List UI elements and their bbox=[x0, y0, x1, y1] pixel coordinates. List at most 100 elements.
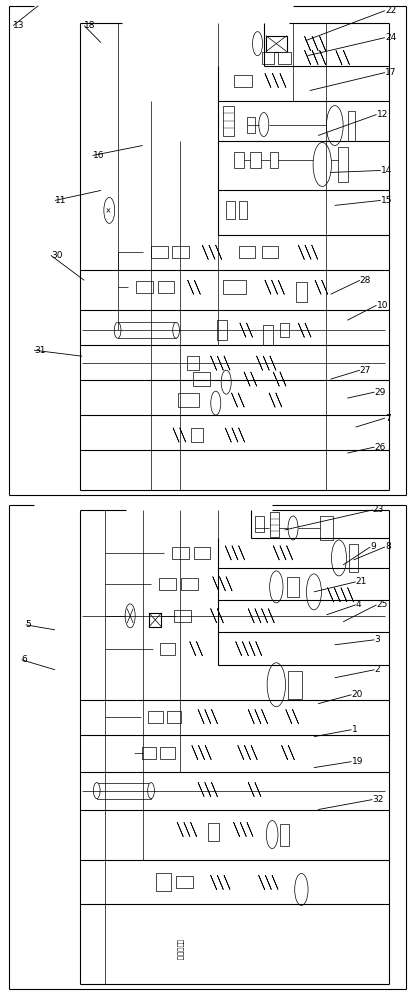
Bar bbox=[156, 873, 171, 891]
Text: 2: 2 bbox=[375, 665, 380, 674]
Text: 17: 17 bbox=[385, 68, 396, 77]
Circle shape bbox=[267, 663, 285, 707]
Bar bbox=[247, 117, 256, 133]
Bar bbox=[287, 577, 299, 597]
Ellipse shape bbox=[114, 322, 121, 338]
Bar bbox=[160, 643, 175, 655]
Bar bbox=[97, 783, 151, 799]
Circle shape bbox=[313, 142, 331, 186]
Bar bbox=[250, 152, 261, 168]
Text: 15: 15 bbox=[381, 196, 392, 205]
Text: 26: 26 bbox=[375, 443, 386, 452]
Circle shape bbox=[221, 370, 231, 394]
Text: 16: 16 bbox=[93, 151, 104, 160]
Bar bbox=[172, 547, 189, 559]
Text: 18: 18 bbox=[84, 21, 96, 30]
Bar bbox=[160, 747, 175, 759]
Circle shape bbox=[259, 113, 269, 137]
Bar bbox=[233, 75, 252, 87]
Bar bbox=[142, 747, 156, 759]
Text: 8: 8 bbox=[385, 542, 391, 551]
Text: 27: 27 bbox=[360, 366, 371, 375]
Text: 28: 28 bbox=[360, 276, 371, 285]
Bar bbox=[296, 282, 307, 302]
Text: 24: 24 bbox=[385, 33, 396, 42]
Circle shape bbox=[125, 604, 135, 628]
Bar bbox=[233, 152, 244, 168]
Circle shape bbox=[270, 571, 283, 603]
Bar bbox=[320, 516, 333, 540]
Bar bbox=[262, 246, 278, 258]
Bar bbox=[338, 147, 348, 182]
Bar bbox=[159, 578, 176, 590]
Bar bbox=[270, 512, 279, 537]
Text: 32: 32 bbox=[372, 795, 384, 804]
Text: 12: 12 bbox=[377, 110, 388, 119]
Bar bbox=[266, 36, 287, 52]
Text: 3: 3 bbox=[375, 635, 380, 644]
Bar bbox=[278, 52, 291, 64]
Bar bbox=[239, 246, 256, 258]
Bar bbox=[158, 281, 174, 293]
Text: 5: 5 bbox=[26, 620, 31, 629]
Bar bbox=[186, 356, 199, 370]
Bar bbox=[148, 711, 163, 723]
Bar bbox=[178, 393, 199, 407]
Ellipse shape bbox=[147, 783, 154, 799]
Bar bbox=[118, 322, 176, 338]
Text: 1: 1 bbox=[352, 725, 357, 734]
Ellipse shape bbox=[93, 783, 100, 799]
Bar bbox=[239, 201, 247, 219]
Text: 23: 23 bbox=[372, 505, 384, 514]
Bar bbox=[270, 152, 278, 168]
Bar bbox=[348, 111, 355, 140]
Bar bbox=[193, 372, 210, 386]
Text: 29: 29 bbox=[375, 388, 386, 397]
Text: 21: 21 bbox=[356, 577, 367, 586]
Bar bbox=[167, 711, 181, 723]
Circle shape bbox=[288, 516, 298, 540]
Bar bbox=[137, 281, 153, 293]
Bar bbox=[191, 428, 203, 442]
Bar bbox=[176, 876, 193, 888]
Circle shape bbox=[331, 540, 347, 576]
Text: 10: 10 bbox=[377, 301, 388, 310]
Circle shape bbox=[211, 391, 221, 415]
Bar bbox=[209, 823, 219, 841]
Text: 20: 20 bbox=[352, 690, 363, 699]
Text: 13: 13 bbox=[13, 21, 25, 30]
Circle shape bbox=[266, 821, 278, 849]
Bar bbox=[280, 323, 289, 337]
Bar bbox=[262, 52, 274, 64]
Text: 6: 6 bbox=[21, 655, 27, 664]
Text: 25: 25 bbox=[377, 600, 388, 609]
Bar bbox=[172, 246, 189, 258]
Circle shape bbox=[326, 106, 343, 145]
Text: 22: 22 bbox=[385, 6, 396, 15]
Bar bbox=[151, 246, 168, 258]
Circle shape bbox=[253, 32, 263, 56]
Bar bbox=[280, 824, 289, 846]
Text: 31: 31 bbox=[34, 346, 46, 355]
Bar bbox=[288, 671, 303, 699]
Text: 30: 30 bbox=[51, 251, 62, 260]
Bar bbox=[263, 325, 273, 345]
Ellipse shape bbox=[173, 322, 179, 338]
Text: 14: 14 bbox=[381, 166, 392, 175]
Text: 11: 11 bbox=[55, 196, 67, 205]
Text: 荆甘膀尾气: 荆甘膀尾气 bbox=[177, 939, 184, 961]
Text: 7: 7 bbox=[385, 414, 391, 423]
Bar bbox=[223, 106, 233, 136]
Bar bbox=[217, 320, 227, 340]
Text: 9: 9 bbox=[370, 542, 376, 551]
Bar bbox=[223, 280, 246, 294]
Circle shape bbox=[295, 873, 308, 905]
Circle shape bbox=[306, 574, 321, 610]
Bar bbox=[149, 613, 161, 627]
Bar bbox=[226, 201, 235, 219]
Bar bbox=[349, 544, 358, 572]
Text: 4: 4 bbox=[356, 600, 361, 609]
Circle shape bbox=[104, 197, 115, 223]
Text: 19: 19 bbox=[352, 757, 363, 766]
Bar bbox=[181, 578, 198, 590]
